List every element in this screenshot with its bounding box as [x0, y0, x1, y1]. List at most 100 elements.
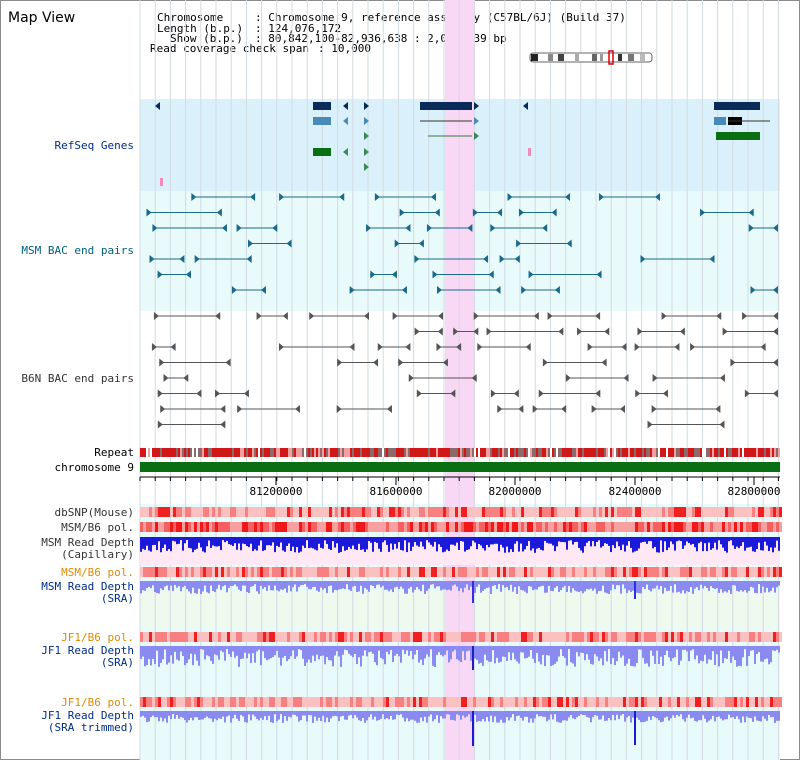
heat-cell [488, 507, 491, 517]
heat-cell [263, 567, 266, 577]
heat-cell [665, 632, 668, 642]
repeat-segment [658, 448, 660, 457]
ideogram-band [592, 54, 597, 61]
depth-bar [460, 537, 462, 541]
repeat-segment [506, 448, 508, 457]
heat-cell [725, 567, 728, 577]
depth-bar [334, 581, 336, 590]
depth-bar [620, 581, 622, 594]
heat-cell [503, 697, 506, 707]
heat-cell [473, 632, 476, 642]
depth-bar [202, 646, 204, 650]
heat-cell [632, 567, 635, 577]
depth-bar [672, 646, 674, 659]
depth-bar [602, 537, 604, 547]
depth-bar [328, 646, 330, 661]
heat-cell [461, 507, 464, 517]
repeat-segment [250, 448, 252, 457]
depth-bar [176, 711, 178, 715]
depth-bar [344, 711, 346, 720]
heat-cell [383, 507, 386, 517]
heat-cell [389, 632, 392, 642]
depth-bar [690, 537, 692, 545]
depth-bar [634, 537, 636, 552]
depth-bar [524, 537, 526, 550]
depth-bar [458, 537, 460, 550]
repeat-segment [390, 448, 392, 457]
heat-cell [533, 507, 536, 517]
heat-cell [611, 632, 614, 642]
heat-cell [728, 697, 731, 707]
depth-bar [480, 581, 482, 593]
depth-bar [712, 581, 714, 589]
heat-cell [359, 507, 362, 517]
depth-bar [326, 646, 328, 657]
heat-cell [158, 632, 161, 642]
repeat-segment [196, 448, 198, 457]
repeat-segment [744, 448, 746, 457]
depth-bar [730, 581, 732, 594]
depth-bar [388, 537, 390, 552]
depth-bar [422, 537, 424, 547]
heat-cell [320, 697, 323, 707]
repeat-segment [570, 448, 572, 457]
repeat-segment [604, 448, 606, 457]
depth-bar [346, 537, 348, 550]
repeat-segment [338, 448, 340, 457]
depth-bar [388, 581, 390, 592]
bac-end [260, 286, 266, 294]
repeat-segment [626, 448, 628, 457]
depth-bar [642, 711, 644, 723]
depth-bar [444, 537, 446, 552]
depth-bar [578, 581, 580, 593]
heat-cell [188, 507, 191, 517]
depth-bar [186, 537, 188, 541]
depth-bar [632, 581, 634, 591]
heat-cell [197, 632, 200, 642]
depth-bar [708, 581, 710, 591]
depth-bar [596, 581, 598, 594]
heat-cell [257, 567, 260, 577]
heat-cell [281, 567, 284, 577]
depth-bar [664, 646, 666, 656]
heat-cell [197, 697, 200, 707]
depth-bar [540, 581, 542, 587]
heat-cell [539, 697, 542, 707]
heat-cell [560, 522, 563, 532]
repeat-segment [232, 448, 234, 457]
heat-cell [287, 522, 290, 532]
heat-cell [209, 632, 212, 642]
depth-bar [736, 646, 738, 667]
heat-cell [302, 522, 305, 532]
depth-bar [170, 711, 172, 720]
depth-bar [662, 646, 664, 666]
depth-bar [306, 537, 308, 541]
depth-bar [280, 581, 282, 590]
depth-bar [760, 711, 762, 722]
heat-cell [623, 567, 626, 577]
depth-bar [770, 711, 772, 718]
depth-bar [560, 646, 562, 650]
depth-bar [558, 711, 560, 723]
heat-cell [776, 522, 779, 532]
bac-end [394, 239, 400, 248]
heat-cell [530, 522, 533, 532]
heat-cell [230, 522, 233, 532]
repeat-segment [714, 448, 716, 457]
heat-cell [257, 632, 260, 642]
depth-bar [362, 537, 364, 550]
heat-cell [695, 522, 698, 532]
heat-cell [299, 522, 302, 532]
bac-end [401, 286, 407, 294]
heat-cell [737, 567, 740, 577]
depth-bar [634, 646, 636, 667]
bac-end [661, 312, 667, 320]
depth-bar [726, 646, 728, 659]
depth-bar [184, 646, 186, 666]
heat-cell [569, 507, 572, 517]
bac-end [391, 270, 397, 279]
depth-bar [436, 581, 438, 587]
bac-end [157, 270, 163, 279]
bac-end [450, 389, 456, 398]
